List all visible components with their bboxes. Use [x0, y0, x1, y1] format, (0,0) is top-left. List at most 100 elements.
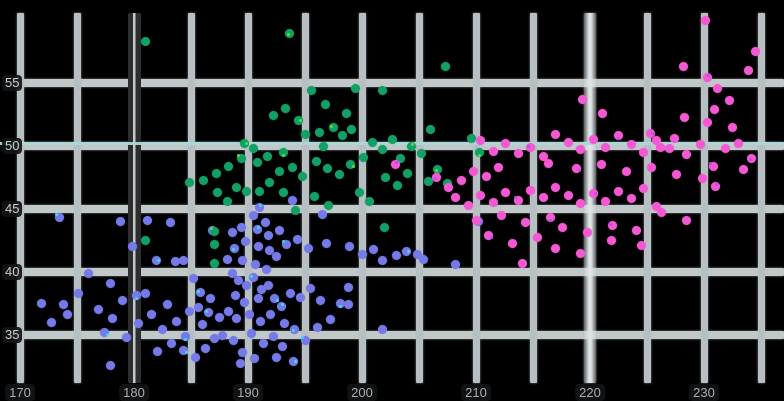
data-point-magenta-cluster[interactable] — [645, 128, 655, 138]
data-point-blue-cluster[interactable] — [128, 242, 138, 252]
data-point-green-cluster[interactable] — [262, 151, 272, 161]
data-point-magenta-cluster[interactable] — [551, 130, 561, 140]
data-point-magenta-cluster[interactable] — [507, 238, 517, 248]
data-point-blue-cluster[interactable] — [290, 325, 300, 335]
data-point-magenta-cluster[interactable] — [724, 96, 734, 106]
data-point-blue-cluster[interactable] — [241, 237, 251, 247]
data-point-blue-cluster[interactable] — [368, 244, 378, 254]
data-point-magenta-cluster[interactable] — [496, 210, 506, 220]
data-point-green-cluster[interactable] — [309, 191, 319, 201]
data-point-magenta-cluster[interactable] — [444, 183, 454, 193]
data-point-green-cluster[interactable] — [232, 183, 242, 193]
data-point-green-cluster[interactable] — [278, 147, 288, 157]
data-point-magenta-cluster[interactable] — [526, 142, 536, 152]
data-point-magenta-cluster[interactable] — [526, 185, 536, 195]
data-point-blue-cluster[interactable] — [224, 306, 234, 316]
data-point-blue-cluster[interactable] — [292, 234, 302, 244]
data-point-green-cluster[interactable] — [365, 196, 375, 206]
data-point-magenta-cluster[interactable] — [708, 161, 718, 171]
data-point-green-cluster[interactable] — [252, 157, 262, 167]
data-point-blue-cluster[interactable] — [63, 310, 73, 320]
data-point-blue-cluster[interactable] — [265, 246, 275, 256]
data-point-blue-cluster[interactable] — [218, 330, 228, 340]
data-point-blue-cluster[interactable] — [162, 300, 172, 310]
data-point-blue-cluster[interactable] — [235, 359, 245, 369]
data-point-magenta-cluster[interactable] — [571, 164, 581, 174]
data-point-green-cluster[interactable] — [380, 223, 390, 233]
data-point-blue-cluster[interactable] — [279, 319, 289, 329]
data-point-magenta-cluster[interactable] — [488, 146, 498, 156]
data-point-green-cluster[interactable] — [265, 178, 275, 188]
data-point-blue-cluster[interactable] — [73, 288, 83, 298]
data-point-magenta-cluster[interactable] — [583, 228, 593, 238]
data-point-magenta-cluster[interactable] — [747, 154, 757, 164]
data-point-blue-cluster[interactable] — [282, 239, 292, 249]
data-point-blue-cluster[interactable] — [419, 254, 429, 264]
data-point-green-cluster[interactable] — [236, 154, 246, 164]
data-point-blue-cluster[interactable] — [234, 276, 244, 286]
data-point-blue-cluster[interactable] — [99, 327, 109, 337]
data-point-blue-cluster[interactable] — [391, 251, 401, 261]
data-point-blue-cluster[interactable] — [146, 310, 156, 320]
data-point-blue-cluster[interactable] — [250, 354, 260, 364]
data-point-green-cluster[interactable] — [324, 200, 334, 210]
data-point-green-cluster[interactable] — [396, 154, 406, 164]
data-point-magenta-cluster[interactable] — [551, 183, 561, 193]
data-point-blue-cluster[interactable] — [344, 242, 354, 252]
data-point-blue-cluster[interactable] — [107, 314, 117, 324]
data-point-green-cluster[interactable] — [425, 125, 435, 135]
data-point-blue-cluster[interactable] — [253, 293, 263, 303]
data-point-blue-cluster[interactable] — [261, 264, 271, 274]
data-point-magenta-cluster[interactable] — [696, 140, 706, 150]
data-point-blue-cluster[interactable] — [268, 331, 278, 341]
data-point-green-cluster[interactable] — [222, 196, 232, 206]
data-point-magenta-cluster[interactable] — [607, 236, 617, 245]
data-point-green-cluster[interactable] — [381, 173, 391, 182]
data-point-blue-cluster[interactable] — [210, 334, 220, 344]
data-point-magenta-cluster[interactable] — [596, 160, 606, 170]
data-point-blue-cluster[interactable] — [272, 252, 281, 262]
data-point-magenta-cluster[interactable] — [739, 165, 749, 175]
data-point-blue-cluster[interactable] — [272, 353, 281, 363]
data-point-blue-cluster[interactable] — [378, 256, 388, 266]
data-point-blue-cluster[interactable] — [165, 218, 175, 228]
data-point-magenta-cluster[interactable] — [639, 184, 649, 194]
data-point-green-cluster[interactable] — [249, 144, 259, 154]
data-point-blue-cluster[interactable] — [171, 316, 181, 326]
data-point-magenta-cluster[interactable] — [450, 193, 460, 203]
data-point-green-cluster[interactable] — [210, 239, 220, 249]
data-point-blue-cluster[interactable] — [197, 320, 207, 330]
data-point-magenta-cluster[interactable] — [551, 243, 561, 253]
data-point-green-cluster[interactable] — [403, 169, 413, 179]
data-point-magenta-cluster[interactable] — [713, 83, 723, 93]
data-point-magenta-cluster[interactable] — [588, 135, 598, 145]
data-point-green-cluster[interactable] — [224, 161, 234, 171]
data-point-green-cluster[interactable] — [388, 135, 398, 145]
data-point-magenta-cluster[interactable] — [576, 199, 586, 209]
data-point-magenta-cluster[interactable] — [538, 151, 548, 161]
data-point-magenta-cluster[interactable] — [733, 138, 743, 148]
data-point-magenta-cluster[interactable] — [601, 196, 611, 206]
data-point-blue-cluster[interactable] — [236, 223, 246, 233]
data-point-magenta-cluster[interactable] — [608, 220, 618, 230]
data-point-blue-cluster[interactable] — [55, 213, 65, 223]
data-point-green-cluster[interactable] — [199, 175, 209, 185]
data-point-magenta-cluster[interactable] — [577, 94, 587, 104]
data-point-blue-cluster[interactable] — [167, 339, 177, 349]
data-point-blue-cluster[interactable] — [121, 333, 131, 343]
data-point-blue-cluster[interactable] — [105, 360, 115, 370]
data-point-blue-cluster[interactable] — [266, 310, 276, 320]
data-point-blue-cluster[interactable] — [306, 283, 316, 293]
data-point-blue-cluster[interactable] — [158, 325, 167, 335]
data-point-blue-cluster[interactable] — [229, 243, 239, 253]
data-point-green-cluster[interactable] — [318, 141, 328, 151]
data-point-magenta-cluster[interactable] — [520, 218, 530, 228]
data-point-blue-cluster[interactable] — [277, 341, 287, 351]
data-point-blue-cluster[interactable] — [289, 356, 299, 366]
data-point-blue-cluster[interactable] — [343, 282, 353, 292]
data-point-magenta-cluster[interactable] — [632, 225, 642, 235]
data-point-green-cluster[interactable] — [185, 178, 195, 188]
data-point-green-cluster[interactable] — [268, 111, 278, 121]
data-point-blue-cluster[interactable] — [240, 297, 250, 307]
data-point-blue-cluster[interactable] — [264, 281, 274, 291]
